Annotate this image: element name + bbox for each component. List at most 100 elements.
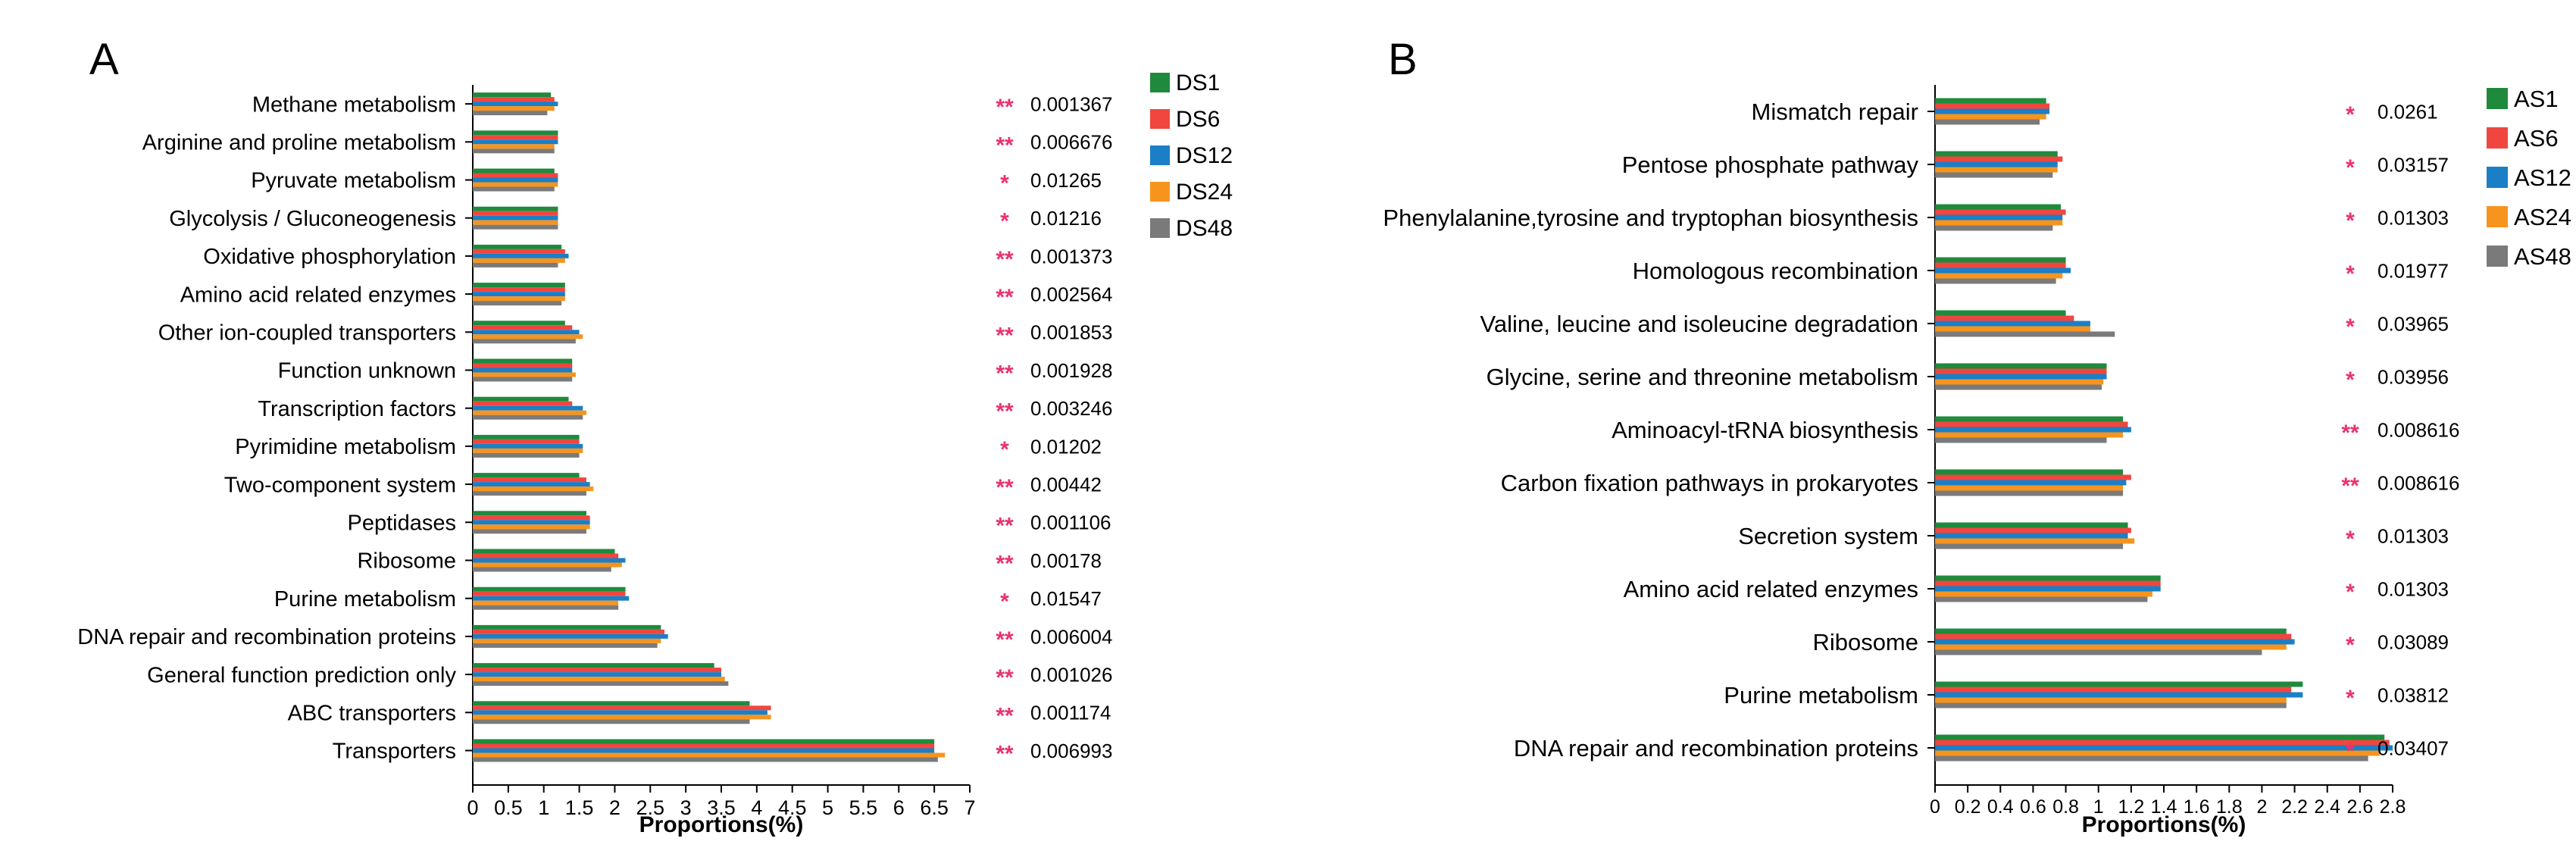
bar-as24	[1935, 485, 2124, 491]
significance-stars: *	[2346, 368, 2355, 393]
bar-ds48	[473, 339, 576, 344]
bar-as48	[1935, 384, 2102, 390]
significance-stars: **	[996, 285, 1014, 310]
bar-ds6	[473, 705, 771, 711]
bar-ds24	[473, 638, 661, 643]
significance-stars: **	[996, 95, 1014, 120]
bar-ds12	[473, 558, 626, 563]
category-label: Mismatch repair	[1752, 99, 1919, 125]
category-label: Amino acid related enzymes	[1624, 576, 1918, 602]
bar-as6	[1935, 368, 2107, 374]
significance-stars: *	[2346, 633, 2355, 658]
x-tick-label: 0.8	[2052, 796, 2079, 818]
p-value: 0.001106	[1030, 511, 1111, 534]
x-tick-label: 6	[893, 796, 905, 819]
legend-label: DS24	[1176, 180, 1233, 205]
significance-stars: **	[996, 475, 1014, 500]
bar-ds12	[473, 102, 558, 107]
bar-as48	[1935, 331, 2115, 337]
p-value: 0.03157	[2377, 153, 2449, 176]
category-label: Pentose phosphate pathway	[1622, 152, 1919, 178]
significance-stars: *	[1000, 209, 1009, 234]
bar-ds6	[473, 591, 626, 596]
x-tick-label: 1.5	[565, 796, 594, 819]
significance-stars: *	[1000, 437, 1009, 462]
bar-as1	[1935, 416, 2124, 422]
bar-as48	[1935, 490, 2124, 496]
p-value: 0.001853	[1030, 321, 1112, 344]
significance-stars: **	[996, 361, 1014, 386]
bar-ds48	[473, 186, 555, 192]
legend-swatch-as1	[2487, 88, 2508, 109]
significance-stars: **	[996, 133, 1014, 158]
significance-stars: *	[2346, 261, 2355, 286]
bar-as1	[1935, 98, 2046, 104]
category-label: Ribosome	[1812, 629, 1918, 655]
bar-ds6	[473, 135, 558, 140]
p-value: 0.00178	[1030, 549, 1102, 572]
x-tick-label: 2.2	[2281, 796, 2308, 818]
bar-as12	[1935, 108, 2049, 114]
bar-ds6	[473, 325, 573, 330]
significance-stars: *	[2346, 580, 2355, 605]
bar-ds48	[473, 414, 583, 420]
significance-stars: **	[996, 247, 1014, 272]
p-value: 0.01265	[1030, 169, 1102, 192]
legend-label: DS6	[1176, 107, 1220, 132]
bar-as1	[1935, 257, 2066, 263]
p-value: 0.001928	[1030, 359, 1112, 382]
bar-ds12	[473, 368, 573, 373]
bar-ds24	[473, 106, 555, 111]
bar-ds12	[473, 672, 721, 677]
x-tick-label: 2.4	[2314, 796, 2340, 818]
bar-ds6	[473, 401, 573, 406]
bar-as12	[1935, 267, 2071, 274]
bar-ds1	[473, 92, 552, 98]
bar-ds1	[473, 168, 555, 174]
x-tick-label: 5.5	[849, 796, 878, 819]
bar-ds24	[473, 410, 586, 415]
bar-ds1	[473, 586, 626, 592]
bar-as24	[1935, 379, 2104, 385]
bar-as12	[1935, 586, 2161, 592]
p-value: 0.01303	[2377, 206, 2449, 229]
p-value: 0.01303	[2377, 577, 2449, 600]
p-value: 0.01547	[1030, 587, 1102, 610]
bar-as1	[1935, 151, 2058, 157]
bar-ds1	[473, 283, 565, 288]
bar-ds24	[473, 486, 594, 492]
category-label: Secretion system	[1738, 523, 1918, 549]
bar-as6	[1935, 527, 2131, 533]
bar-ds48	[473, 719, 750, 724]
legend-swatch-as24	[2487, 206, 2508, 227]
category-label: Purine metabolism	[274, 587, 456, 611]
category-label: ABC transporters	[288, 701, 456, 725]
bar-ds24	[473, 144, 555, 149]
category-label: Glycine, serine and threonine metabolism	[1487, 364, 1918, 390]
significance-stars: *	[2346, 208, 2355, 233]
bar-ds1	[473, 663, 714, 668]
x-tick-label: 1.8	[2216, 796, 2243, 818]
p-value: 0.001367	[1030, 92, 1112, 115]
legend-swatch-ds6	[1150, 109, 1170, 129]
bar-ds12	[473, 443, 583, 449]
p-value: 0.01303	[2377, 524, 2449, 547]
significance-stars: *	[2346, 155, 2355, 180]
panel-label-a: A	[89, 35, 119, 84]
bar-ds48	[473, 262, 558, 267]
legend-label: DS48	[1176, 216, 1233, 241]
p-value: 0.006993	[1030, 740, 1112, 762]
p-value: 0.03089	[2377, 630, 2449, 653]
p-value: 0.03956	[2377, 365, 2449, 388]
bar-ds1	[473, 130, 558, 136]
bar-ds48	[473, 301, 562, 306]
significance-stars: **	[996, 552, 1014, 577]
bar-ds48	[473, 529, 586, 534]
p-value: 0.01216	[1030, 207, 1102, 230]
bar-ds24	[473, 677, 725, 682]
x-tick-label: 0	[467, 796, 478, 819]
legend-label: DS1	[1176, 70, 1220, 95]
bar-as1	[1935, 734, 2385, 740]
significance-stars: **	[996, 665, 1014, 690]
bar-ds1	[473, 511, 586, 516]
